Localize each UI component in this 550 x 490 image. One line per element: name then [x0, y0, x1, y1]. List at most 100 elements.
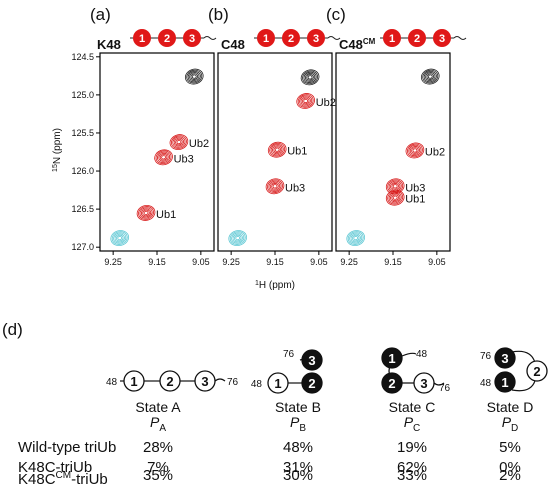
row-wildtype-value-c: 19% [396, 439, 428, 456]
y-tick-label: 126.5 [71, 204, 94, 214]
prob-subscript: A [159, 422, 166, 434]
chain-ball [383, 29, 401, 47]
filled-domain-icon [494, 371, 516, 393]
contour-ring [265, 178, 285, 195]
row-k48ccm-value-c: 33% [396, 467, 428, 484]
contour-ring [426, 73, 435, 80]
open-domain-icon [159, 370, 181, 392]
state-d-diagram: 3 1 2 76 48 [480, 347, 548, 393]
state-d-probability: PD [480, 414, 540, 434]
prob-subscript: D [511, 422, 519, 434]
contour-ring [268, 180, 282, 192]
nmr-peak: Ub2 [169, 134, 209, 150]
filled-domain-icon [301, 372, 323, 394]
domain-label: 2 [166, 374, 173, 389]
chain-ball [158, 29, 176, 47]
chain-ball-label: 1 [139, 33, 145, 45]
state-b-diagram: 1 2 3 48 76 [251, 349, 323, 394]
panel-title-text: C48 [339, 37, 363, 52]
contour-ring [269, 142, 286, 157]
contour-ring [189, 72, 200, 82]
open-domain-icon [413, 372, 435, 394]
residue-label: 76 [439, 383, 451, 394]
panel-letter: (b) [208, 5, 229, 24]
y-tick-label: 125.5 [71, 128, 94, 138]
row-k48ccm-value-d: 2% [499, 467, 521, 484]
contour-ring [422, 69, 439, 84]
nmr-peak [110, 230, 130, 246]
residue-label: 48 [251, 379, 263, 390]
nmr-peak [184, 68, 204, 85]
residue-label: 48 [480, 378, 492, 389]
contour-ring [407, 143, 423, 158]
y-tick-label: 125.0 [71, 90, 94, 100]
row-k48c-value-d: 0% [499, 459, 521, 476]
panel-letter: (c) [326, 5, 346, 24]
contour-ring [110, 230, 130, 246]
contour-ring [392, 184, 398, 189]
contour-ring [271, 183, 279, 190]
domain-label: 3 [201, 374, 208, 389]
contour-ring [296, 93, 315, 109]
domain-label: 2 [308, 376, 315, 391]
contour-ring [387, 190, 404, 205]
domain-label: 3 [308, 353, 315, 368]
open-domain-icon [526, 360, 548, 382]
chain-ball [183, 29, 201, 47]
row-k48ccm-value-a: 35% [142, 467, 174, 484]
contour-ring [425, 72, 436, 82]
row-name-after: -triUb [71, 471, 108, 488]
nmr-peak: Ub1 [385, 189, 425, 206]
contour-ring [351, 234, 360, 242]
contour-ring [303, 98, 309, 104]
contour-ring [350, 233, 361, 243]
contour-ring [142, 209, 150, 217]
x-tick-label: 9.25 [340, 257, 358, 267]
contour-ring [390, 193, 401, 203]
contour-ring [113, 232, 127, 244]
peak-label: Ub2 [316, 97, 336, 109]
y-tick-label: 127.0 [71, 242, 94, 252]
residue-label: 48 [416, 349, 428, 360]
panel-title: K48 [97, 37, 121, 52]
y-label-text: N (ppm) [52, 128, 63, 164]
contour-ring [392, 195, 398, 200]
peak-label: Ub3 [174, 153, 194, 165]
peak-label: Ub1 [405, 194, 425, 206]
x-label-text: H (ppm) [259, 280, 295, 291]
row-k48ccm-name: K48CCM-triUb [18, 466, 108, 490]
contour-ring [154, 149, 173, 166]
residue-label: 48 [106, 377, 118, 388]
spectrum-panel: (b) C48 1 2 3 9.25 9.15 9.05 Ub2 Ub1 Ub3 [208, 5, 341, 267]
state-a-diagram: 1 2 3 48 76 [106, 370, 239, 392]
prob-subscript: B [299, 422, 306, 434]
contour-ring [267, 179, 283, 194]
x-tick-label: 9.05 [310, 257, 328, 267]
contour-ring [300, 69, 320, 86]
contour-ring [191, 74, 197, 79]
residue-label: 76 [283, 349, 295, 360]
residue-label: 76 [480, 351, 492, 362]
contour-ring [117, 235, 123, 241]
linker [401, 352, 417, 357]
peak-label: Ub3 [285, 182, 305, 194]
row-wildtype-value-d: 5% [499, 439, 521, 456]
domain-label: 3 [420, 376, 427, 391]
nmr-peak: Ub3 [154, 149, 194, 166]
contour-ring [138, 206, 154, 220]
contour-ring [172, 136, 186, 148]
x-tick-label: 9.25 [104, 257, 122, 267]
domain-label: 2 [533, 364, 540, 379]
contour-ring [306, 74, 314, 81]
domain-label: 1 [274, 376, 281, 391]
contour-ring [411, 147, 419, 154]
chain-ball-label: 3 [439, 33, 445, 45]
nmr-peak [346, 230, 366, 246]
chain-ball [307, 29, 325, 47]
spectrum-panel: (a) K48 1 2 3 9.25 9.15 9.05 Ub2 Ub3 Ub1 [90, 5, 217, 267]
nmr-peak: Ub2 [296, 93, 336, 109]
contour-ring [346, 230, 366, 246]
peak-label: Ub2 [425, 146, 445, 158]
